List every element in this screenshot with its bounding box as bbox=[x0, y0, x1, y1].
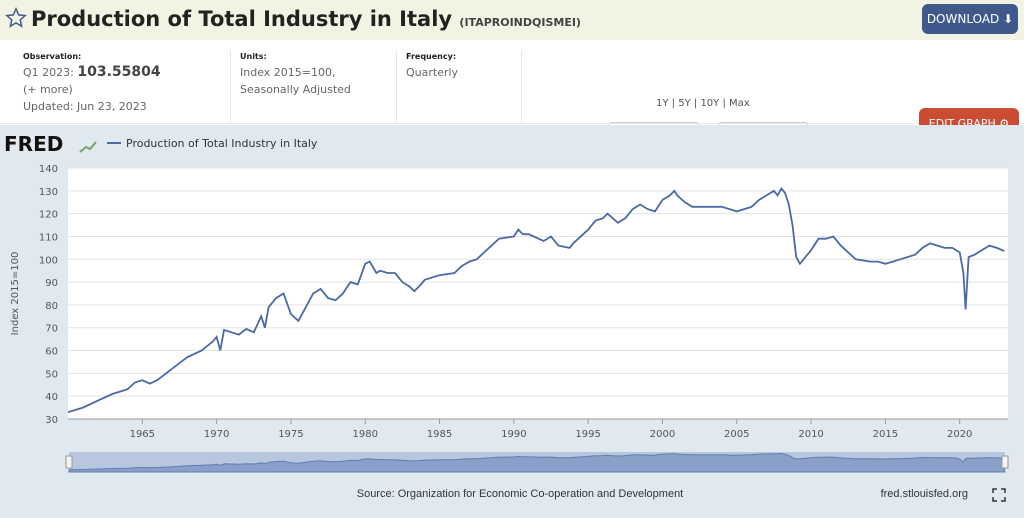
fred-chart-icon bbox=[79, 141, 97, 153]
y-tick-label: 110 bbox=[39, 232, 58, 243]
navigator-series bbox=[68, 452, 1006, 473]
x-tick-label: 1975 bbox=[278, 429, 303, 440]
y-tick-label: 90 bbox=[45, 278, 58, 289]
observation-block: Observation: Q1 2023: 103.55804 (+ more)… bbox=[23, 52, 161, 113]
y-tick-label: 40 bbox=[45, 392, 58, 403]
x-tick-label: 1995 bbox=[575, 429, 600, 440]
series-line bbox=[67, 186, 1005, 414]
y-tick-label: 60 bbox=[45, 347, 58, 358]
range-1y[interactable]: 1Y bbox=[656, 98, 669, 109]
y-tick-label: 140 bbox=[39, 164, 58, 175]
frequency-block: Frequency: Quarterly bbox=[406, 52, 459, 79]
plot-background bbox=[68, 168, 1008, 419]
gear-icon: ⚙ bbox=[999, 117, 1010, 130]
download-button[interactable]: DOWNLOAD ⬇ bbox=[922, 4, 1018, 34]
x-tick-label: 1990 bbox=[501, 429, 526, 440]
more-link[interactable]: (+ more) bbox=[23, 83, 73, 96]
range-10y[interactable]: 10Y bbox=[700, 98, 720, 109]
source-note: Source: Organization for Economic Co-ope… bbox=[357, 488, 684, 500]
download-icon: ⬇ bbox=[1003, 12, 1014, 26]
fred-logo: FRED bbox=[4, 132, 63, 156]
title-bar: Production of Total Industry in Italy (I… bbox=[0, 0, 1024, 40]
units-block: Units: Index 2015=100, Seasonally Adjust… bbox=[240, 52, 351, 96]
star-favorite-icon[interactable] bbox=[5, 7, 27, 29]
y-tick-label: 50 bbox=[45, 369, 58, 380]
navigator-handle-right[interactable] bbox=[1001, 455, 1009, 469]
x-tick-label: 2000 bbox=[650, 429, 675, 440]
x-tick-label: 2015 bbox=[873, 429, 898, 440]
y-tick-label: 80 bbox=[45, 301, 58, 312]
x-tick-label: 1965 bbox=[130, 429, 155, 440]
divider bbox=[230, 50, 231, 124]
navigator-handle-left[interactable] bbox=[65, 455, 73, 469]
x-tick-label: 1980 bbox=[353, 429, 378, 440]
series-meta: Observation: Q1 2023: 103.55804 (+ more)… bbox=[0, 40, 1024, 152]
x-tick-label: 2010 bbox=[798, 429, 823, 440]
observation-value: 103.55804 bbox=[77, 64, 161, 80]
line-chart: 30 40 50 60 70 80 90 100 110 120 130 140 1965 1970 197… bbox=[4, 132, 1009, 502]
fullscreen-icon[interactable] bbox=[992, 488, 1006, 502]
chart-area: 30 40 50 60 70 80 90 100 110 120 130 140 1965 1970 197… bbox=[0, 125, 1024, 518]
x-tick-label: 1970 bbox=[204, 429, 229, 440]
y-tick-label: 30 bbox=[45, 415, 58, 426]
y-tick-label: 100 bbox=[39, 255, 58, 266]
range-5y[interactable]: 5Y bbox=[678, 98, 691, 109]
range-max[interactable]: Max bbox=[729, 98, 750, 109]
y-tick-label: 130 bbox=[39, 187, 58, 198]
x-tick-label: 1985 bbox=[427, 429, 452, 440]
y-axis-label: Index 2015=100 bbox=[10, 252, 21, 336]
y-tick-label: 70 bbox=[45, 324, 58, 335]
divider bbox=[396, 50, 397, 124]
site-link[interactable]: fred.stlouisfed.org bbox=[881, 488, 968, 500]
divider bbox=[521, 50, 522, 124]
range-selector: 1Y | 5Y | 10Y | Max bbox=[656, 98, 750, 109]
legend-label: Production of Total Industry in Italy bbox=[126, 137, 318, 150]
x-tick-label: 2020 bbox=[947, 429, 972, 440]
page-title: Production of Total Industry in Italy (I… bbox=[31, 7, 581, 31]
series-id: (ITAPROINDQISMEI) bbox=[459, 16, 581, 29]
updated-date: Updated: Jun 23, 2023 bbox=[23, 100, 147, 113]
x-tick-label: 2005 bbox=[724, 429, 749, 440]
y-tick-label: 120 bbox=[39, 210, 58, 221]
